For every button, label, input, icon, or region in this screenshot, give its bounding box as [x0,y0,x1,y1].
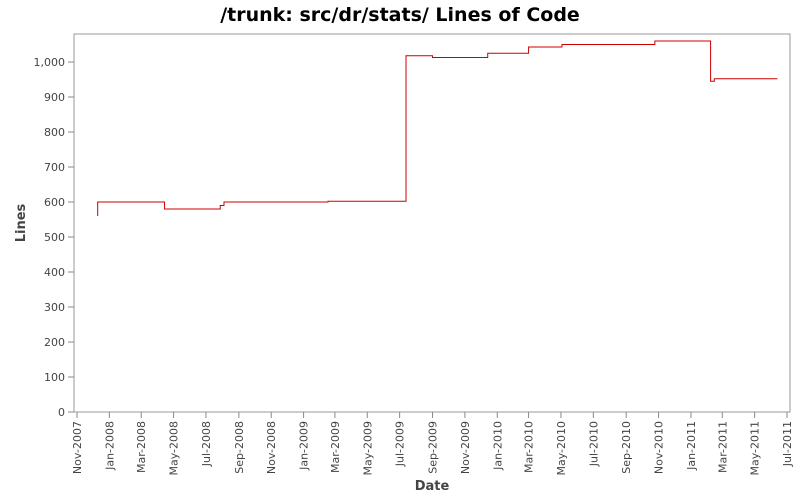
x-tick-label: Jan-2009 [298,421,311,471]
y-tick-label: 100 [44,371,65,384]
x-tick-label: Nov-2010 [653,421,666,474]
x-tick-label: Jan-2008 [103,421,116,471]
x-tick-label: Jan-2011 [685,421,698,471]
y-tick-label: 200 [44,336,65,349]
x-tick-label: Mar-2008 [135,421,148,473]
y-tick-label: 900 [44,91,65,104]
chart-title: /trunk: src/dr/stats/ Lines of Code [220,4,580,26]
x-tick-label: Jul-2010 [587,421,600,467]
y-tick-label: 500 [44,231,65,244]
x-tick-label: Sep-2008 [233,421,246,474]
x-tick-label: Nov-2007 [71,421,84,474]
x-tick-label: May-2010 [555,421,568,476]
x-tick-label: May-2009 [361,421,374,476]
y-tick-label: 600 [44,196,65,209]
x-tick-label: Jul-2011 [781,421,794,467]
x-tick-label: Jul-2009 [394,421,407,467]
x-tick-label: Mar-2011 [716,421,729,473]
y-tick-label: 800 [44,126,65,139]
y-tick-label: 1,000 [34,56,66,69]
x-tick-label: Nov-2008 [265,421,278,474]
x-tick-label: Sep-2010 [620,421,633,474]
y-tick-label: 400 [44,266,65,279]
x-tick-label: Nov-2009 [459,421,472,474]
x-axis: Nov-2007 Jan-2008 Mar-2008 May-2008 Jul-2008… [71,412,794,476]
plot-area [73,33,791,413]
x-axis-title: Date [415,479,450,494]
y-tick-label: 300 [44,301,65,314]
series-line [97,40,778,216]
x-tick-label: Jan-2010 [491,421,504,471]
x-tick-label: Jul-2008 [200,421,213,467]
y-axis: 0 100 200 300 400 500 600 700 800 900 1,000 [34,56,74,419]
y-tick-label: 700 [44,161,65,174]
x-tick-label: May-2008 [168,421,181,476]
x-tick-label: Mar-2010 [523,421,536,473]
y-tick-label: 0 [58,406,65,419]
x-tick-label: May-2011 [749,421,762,476]
x-tick-label: Mar-2009 [329,421,342,473]
y-axis-title: Lines [14,203,29,242]
x-tick-label: Sep-2009 [427,421,440,474]
